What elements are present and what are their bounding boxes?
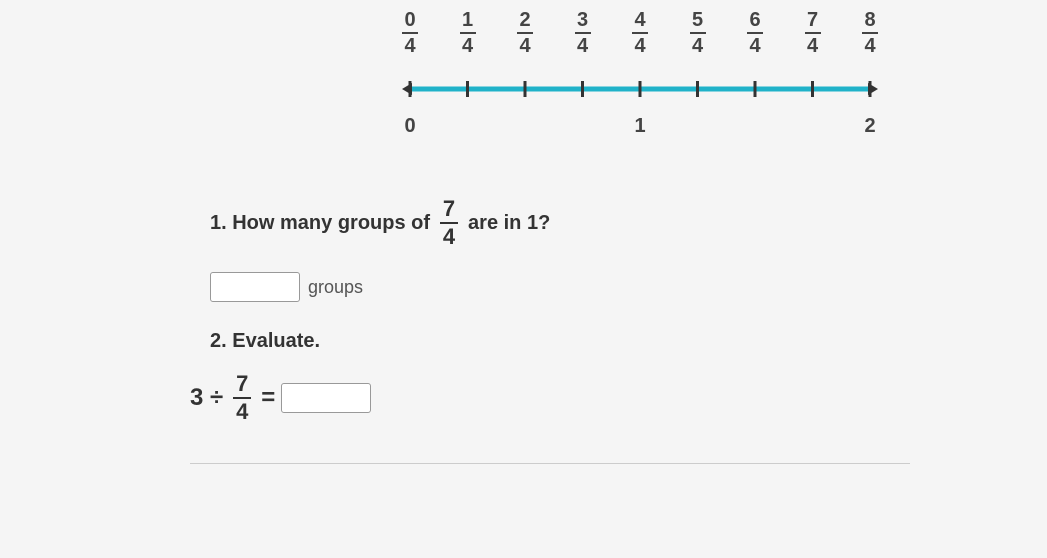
fraction-label: 54 (688, 10, 708, 56)
equation-row: 3 ÷ 7 4 = (190, 373, 1007, 423)
eq-fraction: 7 4 (233, 373, 251, 423)
q1-prefix: 1. How many groups of (210, 212, 430, 235)
fraction-label: 74 (803, 10, 823, 56)
eq-sign: = (261, 384, 275, 412)
q1-suffix: are in 1? (468, 212, 550, 235)
fraction-label: 44 (630, 10, 650, 56)
question-1: 1. How many groups of 7 4 are in 1? (210, 198, 1007, 248)
groups-label: groups (308, 277, 363, 298)
number-line-svg (400, 64, 880, 114)
q1-fraction: 7 4 (440, 198, 458, 248)
result-input[interactable] (281, 383, 371, 413)
groups-input[interactable] (210, 272, 300, 302)
fraction-labels-row: 04 14 24 34 44 54 64 74 84 (400, 10, 880, 56)
fraction-label: 14 (458, 10, 478, 56)
fraction-label: 24 (515, 10, 535, 56)
question-2: 2. Evaluate. (210, 330, 1007, 353)
divider (190, 463, 910, 464)
fraction-label: 64 (745, 10, 765, 56)
whole-number-labels: 012 (400, 115, 880, 138)
number-line-diagram: 04 14 24 34 44 54 64 74 84 012 (400, 10, 880, 138)
fraction-label: 84 (860, 10, 880, 56)
fraction-label: 34 (573, 10, 593, 56)
eq-lhs: 3 ÷ (190, 384, 223, 412)
answer-1-row: groups (210, 272, 1007, 302)
fraction-label: 04 (400, 10, 420, 56)
